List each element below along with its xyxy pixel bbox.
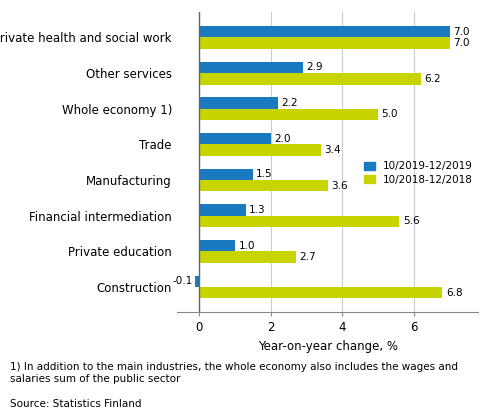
Bar bbox=[199, 240, 235, 251]
Bar bbox=[199, 251, 296, 263]
Text: 6.8: 6.8 bbox=[446, 288, 462, 298]
Bar bbox=[199, 97, 278, 109]
Bar bbox=[199, 144, 320, 156]
Bar bbox=[199, 216, 399, 227]
Text: 7.0: 7.0 bbox=[453, 38, 470, 48]
Bar bbox=[199, 73, 421, 84]
Text: 2.2: 2.2 bbox=[282, 98, 298, 108]
Text: 7.0: 7.0 bbox=[453, 27, 470, 37]
Text: 1.3: 1.3 bbox=[249, 205, 266, 215]
Bar bbox=[199, 133, 271, 144]
Legend: 10/2019-12/2019, 10/2018-12/2018: 10/2019-12/2019, 10/2018-12/2018 bbox=[364, 161, 473, 185]
Text: 2.0: 2.0 bbox=[274, 134, 291, 144]
Text: -0.1: -0.1 bbox=[172, 276, 192, 286]
Text: 5.6: 5.6 bbox=[403, 216, 420, 226]
Text: Source: Statistics Finland: Source: Statistics Finland bbox=[10, 399, 141, 409]
Text: 3.6: 3.6 bbox=[331, 181, 348, 191]
Text: 1) In addition to the main industries, the whole economy also includes the wages: 1) In addition to the main industries, t… bbox=[10, 362, 458, 384]
Text: 2.7: 2.7 bbox=[299, 252, 316, 262]
Bar bbox=[199, 26, 450, 37]
X-axis label: Year-on-year change, %: Year-on-year change, % bbox=[258, 339, 398, 353]
Bar bbox=[199, 204, 246, 216]
Text: 1.5: 1.5 bbox=[256, 169, 273, 179]
Text: 3.4: 3.4 bbox=[324, 145, 341, 155]
Text: 5.0: 5.0 bbox=[382, 109, 398, 119]
Text: 1.0: 1.0 bbox=[238, 240, 255, 250]
Bar bbox=[199, 287, 442, 298]
Bar bbox=[199, 180, 328, 191]
Bar bbox=[199, 62, 303, 73]
Bar bbox=[199, 168, 253, 180]
Bar bbox=[199, 37, 450, 49]
Bar bbox=[199, 109, 378, 120]
Text: 6.2: 6.2 bbox=[424, 74, 441, 84]
Text: 2.9: 2.9 bbox=[306, 62, 323, 72]
Bar bbox=[195, 275, 199, 287]
